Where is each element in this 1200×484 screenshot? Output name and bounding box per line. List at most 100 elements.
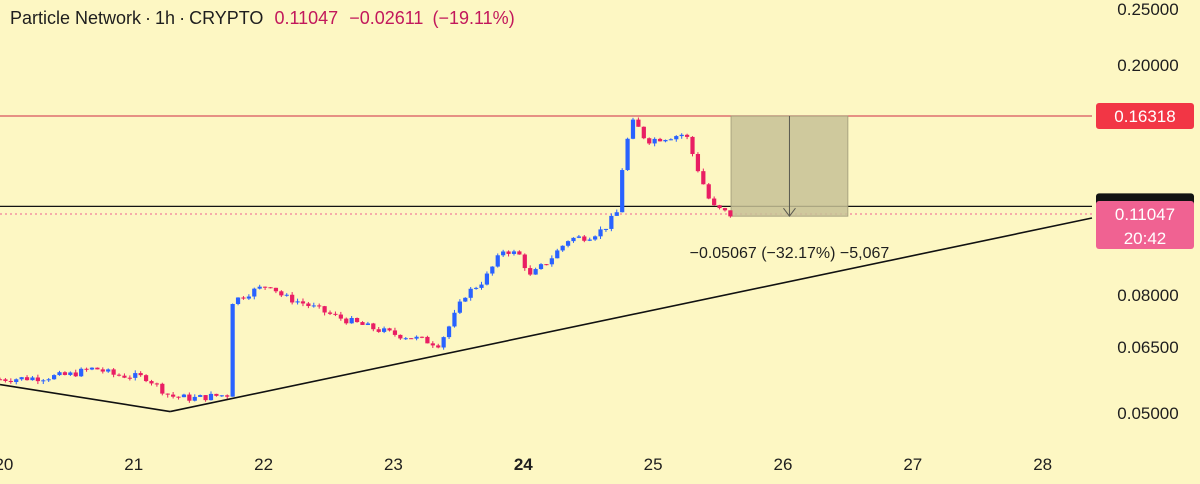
candle-body bbox=[203, 395, 208, 401]
candle-body bbox=[387, 328, 392, 331]
candle-body bbox=[106, 369, 111, 372]
last-price-badge-text: 0.11047 bbox=[1115, 205, 1175, 224]
candle-body bbox=[430, 343, 435, 346]
x-tick-label: 21 bbox=[124, 455, 143, 474]
candle-body bbox=[327, 312, 333, 314]
x-tick-label: 22 bbox=[254, 455, 273, 474]
candle-body bbox=[403, 338, 408, 340]
candle-body bbox=[19, 377, 24, 380]
measure-label: −0.05067 (−32.17%) −5,067 bbox=[690, 245, 890, 262]
candle-body bbox=[165, 393, 170, 395]
candle-body bbox=[73, 372, 78, 377]
x-tick-label: 23 bbox=[384, 455, 403, 474]
candle-body bbox=[349, 317, 354, 324]
candle-body bbox=[446, 326, 452, 338]
header-change-pct: (−19.11%) bbox=[432, 8, 515, 28]
candle-body bbox=[452, 312, 457, 327]
candle-body bbox=[382, 328, 387, 332]
candle-body bbox=[30, 377, 35, 381]
candle-body bbox=[528, 268, 533, 275]
candle-body bbox=[133, 373, 138, 378]
interval[interactable]: 1h bbox=[155, 8, 176, 28]
candle-body bbox=[100, 369, 105, 372]
candle-body bbox=[225, 395, 230, 397]
x-tick-label: 28 bbox=[1033, 455, 1052, 474]
candle-body bbox=[609, 215, 614, 229]
reference-lines bbox=[0, 115, 1092, 215]
axes-layer: 0.25000 0.20000 0.08000 0.06500 0.05000 20 21 2… bbox=[0, 0, 1179, 474]
candle-body bbox=[241, 297, 246, 299]
candle-body bbox=[479, 284, 484, 288]
candle-body bbox=[501, 251, 506, 256]
candle-body bbox=[706, 184, 711, 199]
candle-body bbox=[538, 264, 544, 270]
candle-body bbox=[290, 294, 295, 303]
candle-body bbox=[555, 250, 560, 259]
candle-body bbox=[160, 383, 165, 394]
candle-body bbox=[690, 136, 695, 155]
x-tick-label: 27 bbox=[903, 455, 922, 474]
candle-body bbox=[84, 368, 89, 370]
last-price-badge: 0.11047 20:42 bbox=[1096, 200, 1194, 249]
candle-body bbox=[576, 236, 581, 238]
candles-layer bbox=[0, 117, 733, 403]
candle-body bbox=[62, 372, 68, 375]
candle-body bbox=[468, 288, 473, 298]
resistance-badge-text: 0.16318 bbox=[1114, 107, 1175, 126]
last-price-badge-countdown: 20:42 bbox=[1124, 229, 1167, 248]
candle-body bbox=[636, 119, 641, 127]
candle-body bbox=[176, 396, 181, 398]
candle-body bbox=[322, 306, 327, 313]
y-tick-label: 0.05000 bbox=[1117, 404, 1178, 423]
x-tick-label: 26 bbox=[774, 455, 793, 474]
candle-body bbox=[544, 264, 549, 266]
candle-body bbox=[457, 301, 462, 313]
symbol-name[interactable]: Particle Network bbox=[10, 8, 142, 28]
candle-body bbox=[192, 396, 197, 401]
measure-layer: −0.05067 (−32.17%) −5,067 bbox=[690, 115, 890, 262]
candle-body bbox=[262, 286, 268, 288]
candle-body bbox=[674, 136, 679, 140]
candle-body bbox=[398, 334, 403, 339]
candle-body bbox=[354, 317, 360, 323]
chart-header: Particle Network · 1h · CRYPTO 0.11047 −0.02… bbox=[10, 8, 515, 29]
candle-body bbox=[414, 336, 419, 339]
candle-body bbox=[111, 369, 116, 375]
y-tick-label: 0.20000 bbox=[1117, 56, 1178, 75]
candle-body bbox=[571, 237, 576, 242]
candle-body bbox=[181, 394, 187, 398]
trendline bbox=[169, 217, 1093, 413]
candle-body bbox=[728, 210, 733, 217]
candle-body bbox=[436, 345, 441, 348]
candle-body bbox=[284, 294, 289, 296]
separator-dot: · bbox=[179, 8, 186, 28]
candle-body bbox=[338, 314, 343, 319]
candle-body bbox=[57, 372, 62, 376]
candle-body bbox=[614, 212, 619, 216]
candle-body bbox=[257, 286, 262, 289]
candle-body bbox=[187, 394, 192, 401]
candle-body bbox=[695, 154, 701, 172]
candle-body bbox=[717, 205, 722, 209]
candle-body bbox=[533, 269, 538, 275]
candle-body bbox=[14, 379, 19, 383]
x-tick-label: 24 bbox=[514, 455, 533, 474]
candle-body bbox=[149, 381, 154, 384]
candle-body bbox=[306, 303, 311, 307]
candle-body bbox=[79, 368, 84, 377]
candle-body bbox=[317, 305, 322, 307]
last-price-badge-bg bbox=[1096, 200, 1194, 249]
header-change: −0.02611 bbox=[349, 8, 424, 28]
candle-body bbox=[463, 297, 468, 302]
candle-body bbox=[641, 126, 646, 139]
trendlines-layer bbox=[0, 217, 1093, 413]
candle-body bbox=[409, 338, 414, 340]
candle-body bbox=[392, 330, 398, 335]
candle-body bbox=[219, 395, 224, 397]
header-price: 0.11047 bbox=[274, 8, 339, 28]
candle-body bbox=[506, 251, 511, 254]
candle-body bbox=[295, 301, 300, 303]
